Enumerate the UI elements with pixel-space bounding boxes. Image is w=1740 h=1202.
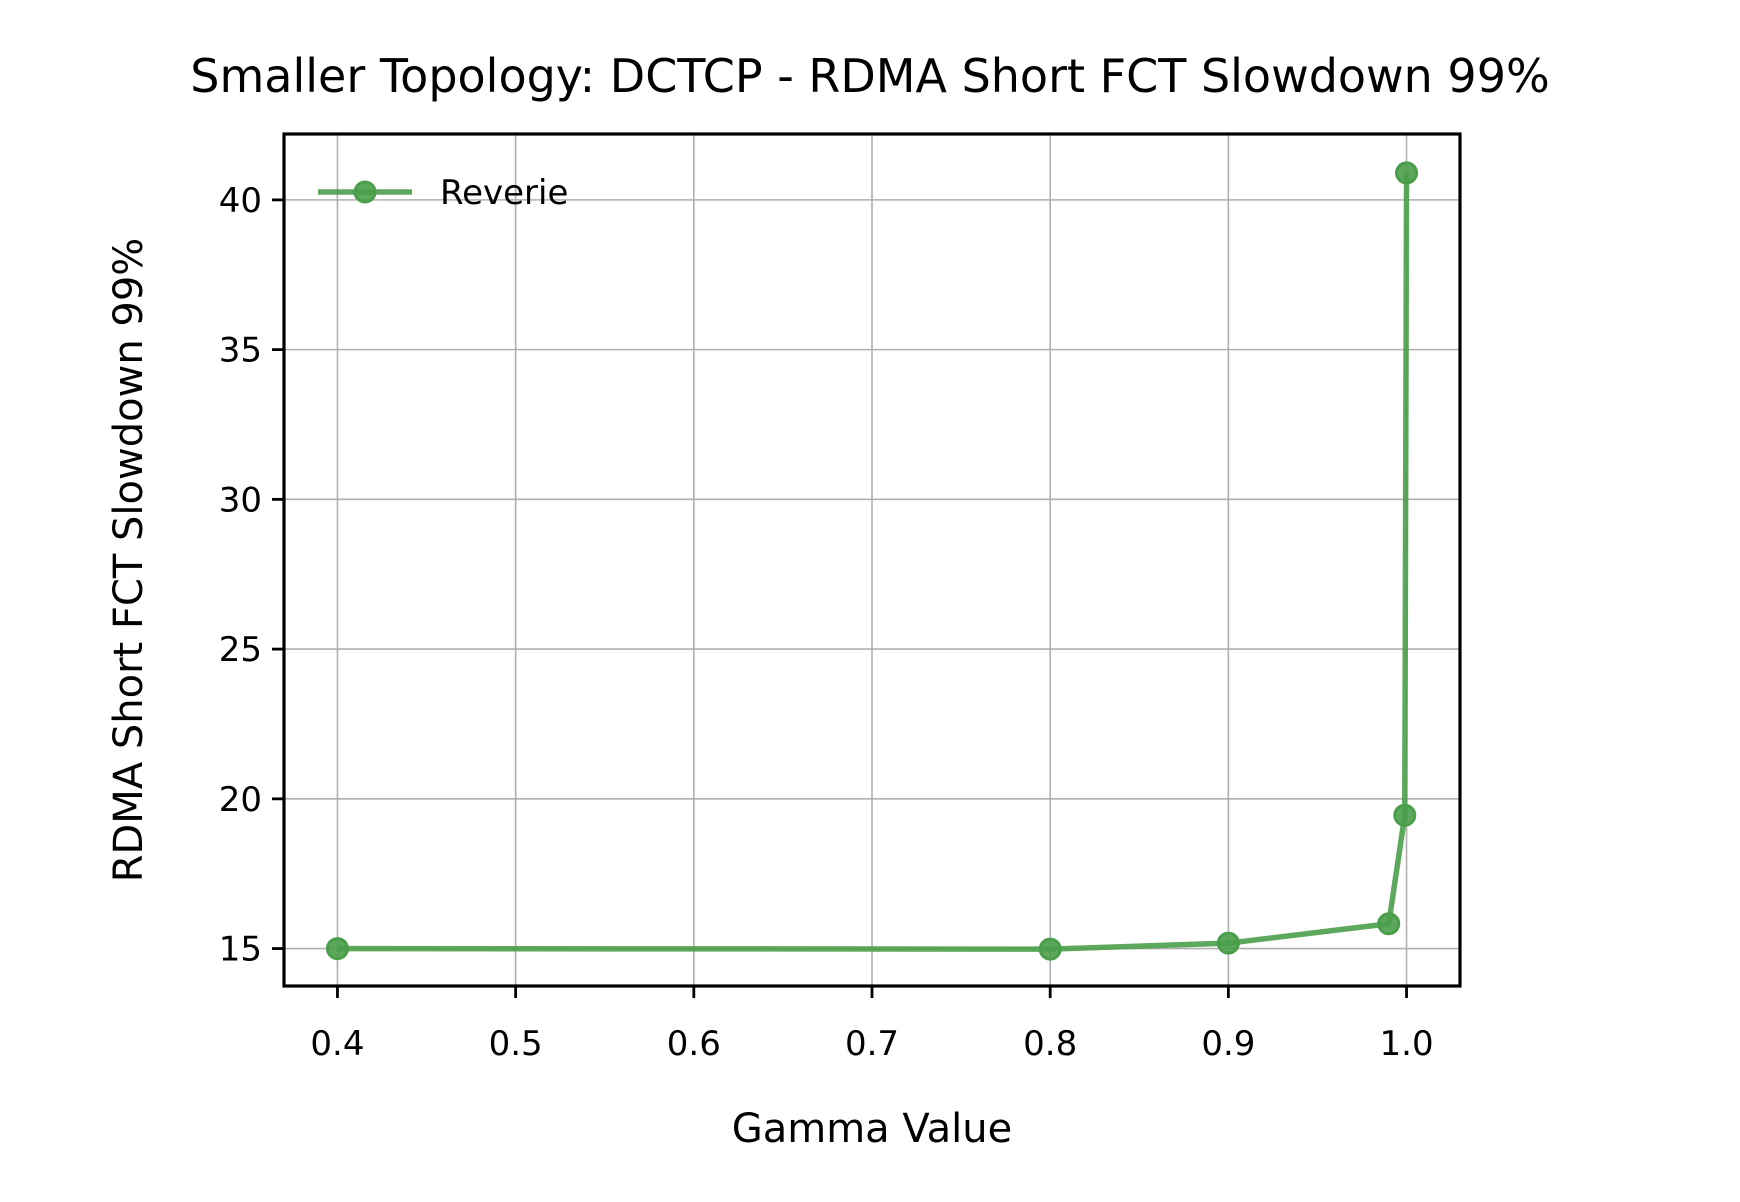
- x-tick-label: 0.4: [310, 1024, 364, 1064]
- data-point: [1395, 161, 1419, 185]
- x-axis: 0.4 0.5 0.6 0.7 0.8 0.9 1.0: [310, 986, 1434, 1064]
- legend-marker-reverie: [353, 180, 377, 204]
- x-tick-label: 0.7: [845, 1024, 899, 1064]
- data-point: [1038, 937, 1062, 961]
- data-point: [1393, 803, 1417, 827]
- y-tick-label: 25: [219, 630, 262, 670]
- y-axis-label: RDMA Short FCT Slowdown 99%: [106, 238, 152, 883]
- legend-label-reverie: Reverie: [440, 173, 568, 213]
- y-tick-label: 20: [219, 780, 262, 820]
- y-tick-label: 15: [219, 930, 262, 970]
- data-point: [1377, 912, 1401, 936]
- series-line-reverie: [337, 172, 1410, 952]
- chart-title: Smaller Topology: DCTCP - RDMA Short FCT…: [190, 49, 1549, 103]
- x-tick-label: 0.8: [1023, 1024, 1077, 1064]
- y-tick-label: 40: [219, 181, 262, 221]
- y-tick-label: 30: [219, 480, 262, 520]
- x-tick-label: 0.9: [1201, 1024, 1255, 1064]
- y-tick-label: 35: [219, 331, 262, 371]
- data-point: [325, 937, 349, 961]
- legend: Reverie: [318, 173, 568, 213]
- series-layer: [325, 161, 1419, 961]
- data-point: [1216, 931, 1240, 955]
- x-axis-label: Gamma Value: [732, 1106, 1013, 1152]
- x-tick-label: 1.0: [1380, 1024, 1434, 1064]
- x-tick-label: 0.5: [489, 1024, 543, 1064]
- y-axis: 15 20 25 30 35 40: [219, 181, 284, 970]
- x-tick-label: 0.6: [667, 1024, 721, 1064]
